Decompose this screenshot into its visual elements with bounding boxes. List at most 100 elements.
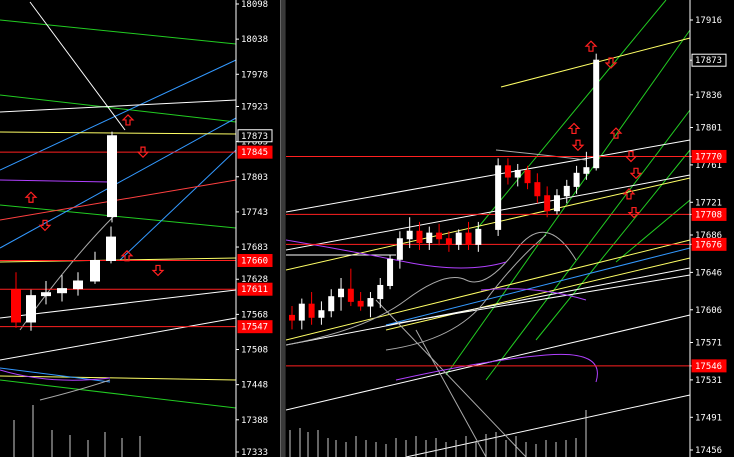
right-up-arrow-icon — [584, 40, 598, 52]
right-trend-line — [375, 299, 527, 457]
left-candle — [57, 275, 67, 302]
right-price-tag: 17708 — [691, 207, 727, 221]
left-price-tags: 17873 17845 17660 17611 17547 — [237, 129, 273, 334]
right-indicator-curve — [480, 288, 587, 301]
left-tick-label: 17743 — [241, 208, 268, 218]
right-tick-label: 17686 — [695, 231, 722, 241]
right-down-arrow-icon — [571, 139, 585, 152]
left-chart-pane[interactable]: 18098 18038 17978 17923 17863 17803 17743 17683… — [0, 0, 280, 457]
left-trend-line — [0, 59, 237, 171]
left-price-tag: 17660 — [237, 254, 273, 268]
right-candle — [387, 254, 394, 290]
svg-text:17873: 17873 — [695, 56, 722, 66]
left-level-lines — [0, 151, 236, 328]
left-tick-label: 17388 — [241, 416, 268, 426]
svg-text:17676: 17676 — [695, 240, 722, 250]
right-candle — [445, 231, 452, 252]
left-indicator-curve — [39, 379, 111, 401]
left-candle — [73, 272, 83, 296]
left-volume-bars — [13, 405, 141, 457]
left-tick-label: 18098 — [241, 0, 268, 10]
left-candle — [106, 226, 116, 264]
left-trend-line — [0, 257, 237, 263]
right-chart-pane[interactable]: 17916 17873 17836 17801 1777017761 17721 17708… — [286, 0, 734, 457]
right-trend-line — [385, 274, 691, 326]
right-tick-label: 17836 — [695, 91, 722, 101]
right-candle — [298, 298, 305, 330]
right-indicator-curve — [495, 149, 587, 161]
right-trend-line — [286, 239, 691, 341]
left-trend-line — [0, 94, 237, 123]
right-volume-bars — [289, 410, 587, 457]
svg-text:17708: 17708 — [695, 210, 722, 220]
left-trend-line — [0, 179, 111, 183]
svg-text:17546: 17546 — [695, 362, 722, 372]
left-down-arrow-icon — [136, 146, 150, 159]
left-tick-label: 17683 — [241, 243, 268, 253]
right-candle — [436, 223, 443, 246]
left-tick-label: 17803 — [241, 173, 268, 183]
left-trend-line — [0, 289, 237, 319]
right-candle — [465, 221, 472, 250]
right-indicator-curve — [286, 239, 507, 269]
left-tick-label: 17923 — [241, 102, 268, 112]
right-down-arrow-icon — [604, 57, 618, 69]
left-down-arrow-icon — [38, 219, 52, 232]
right-candle — [318, 301, 325, 325]
right-candle — [524, 165, 531, 190]
right-level-lines — [286, 155, 690, 367]
right-trend-line — [475, 0, 667, 231]
left-price-tag: 17611 — [237, 282, 273, 296]
pane-splitter[interactable] — [280, 0, 286, 457]
left-candle — [11, 272, 21, 328]
svg-text:17547: 17547 — [241, 323, 268, 333]
left-trend-lines — [0, 1, 237, 409]
svg-text:17660: 17660 — [241, 257, 268, 267]
left-trend-line — [29, 1, 126, 131]
right-tick-label: 17646 — [695, 268, 722, 278]
right-candle — [328, 289, 335, 318]
right-chart-canvas[interactable]: 17916 17873 17836 17801 1777017761 17721 17708… — [286, 0, 734, 457]
left-trend-line — [0, 19, 237, 45]
right-trend-line — [485, 109, 691, 381]
left-down-arrow-icon — [151, 264, 165, 277]
left-trend-line — [0, 379, 237, 409]
right-candle — [289, 306, 295, 330]
right-up-arrow-icon — [622, 188, 636, 200]
right-down-arrow-icon — [624, 150, 638, 163]
right-price-axis: 17916 17873 17836 17801 1777017761 17721 17708… — [690, 16, 722, 456]
right-trend-line — [385, 257, 691, 331]
left-price-axis: 18098 18038 17978 17923 17863 17803 17743 17683… — [236, 0, 268, 457]
right-price-tag: 17873 — [691, 53, 727, 67]
right-tick-label: 17721 — [695, 198, 722, 208]
left-trend-line — [0, 131, 237, 135]
right-signal-arrows — [567, 40, 643, 219]
svg-text:17845: 17845 — [241, 148, 268, 158]
left-trend-line — [119, 149, 237, 261]
right-candle — [514, 163, 521, 187]
left-candle — [90, 251, 100, 284]
left-tick-label: 17863 — [241, 138, 268, 148]
right-candle — [504, 158, 511, 185]
left-chart-canvas[interactable]: 18098 18038 17978 17923 17863 17803 17743 17683… — [0, 0, 280, 457]
left-trend-line — [0, 117, 237, 249]
right-candle — [357, 292, 364, 311]
left-tick-label: 17333 — [241, 448, 268, 457]
right-down-arrow-icon — [627, 206, 641, 219]
left-signal-arrows — [24, 114, 165, 277]
right-tick-label: 17531 — [695, 376, 722, 386]
right-tick-label: 17606 — [695, 306, 722, 316]
right-trend-line — [286, 174, 691, 251]
right-candle — [573, 165, 580, 194]
right-candle — [534, 173, 541, 204]
right-candle — [367, 292, 374, 318]
left-price-tag: 17873 — [237, 129, 273, 143]
right-up-arrow-icon — [567, 122, 581, 135]
left-up-arrow-icon — [121, 114, 135, 126]
right-trend-line — [286, 267, 691, 346]
right-candle — [455, 229, 462, 250]
left-trend-line — [0, 317, 237, 361]
right-trend-line — [615, 199, 691, 263]
right-candle — [475, 221, 482, 252]
right-candle — [593, 53, 600, 171]
